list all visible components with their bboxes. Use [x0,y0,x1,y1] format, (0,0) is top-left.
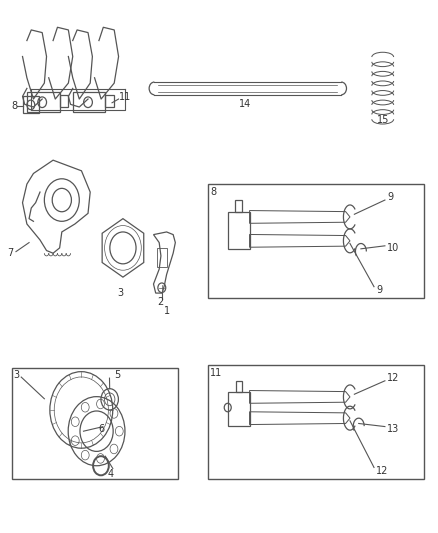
Bar [208,365,424,479]
Text: 8: 8 [210,187,216,197]
Bar [236,381,242,392]
Text: 3: 3 [118,288,124,298]
Text: 14: 14 [239,99,251,109]
Bar [27,92,60,112]
Text: 1: 1 [163,305,170,316]
Text: 12: 12 [387,373,399,383]
Bar [208,184,424,298]
Text: 4: 4 [108,469,114,479]
Text: 7: 7 [7,248,14,258]
Text: 5: 5 [114,370,121,381]
Text: 10: 10 [387,243,399,253]
Bar [228,392,250,426]
Text: 8: 8 [12,101,18,111]
Text: 12: 12 [376,466,389,476]
Text: 9: 9 [387,192,393,203]
Bar [228,212,250,249]
Bar [106,95,114,107]
Text: 2: 2 [157,297,163,307]
Bar [22,96,39,114]
Bar [73,92,106,112]
Bar [60,95,68,107]
Text: 13: 13 [387,424,399,434]
Bar [235,200,242,212]
Text: 15: 15 [377,115,389,125]
Text: 9: 9 [376,286,382,295]
Text: 11: 11 [119,92,131,102]
Text: 11: 11 [210,368,223,378]
Text: 6: 6 [98,424,104,434]
Bar [156,248,167,266]
Bar [12,368,177,479]
Text: 3: 3 [14,370,20,381]
